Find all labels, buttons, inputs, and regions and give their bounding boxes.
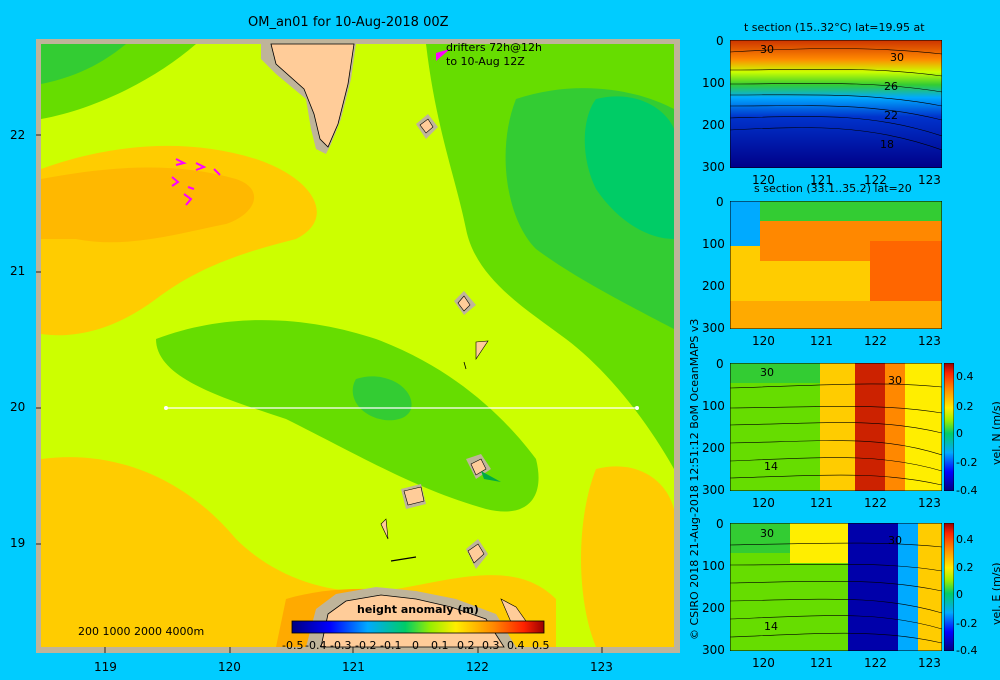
colorbar-tick: 0.1 xyxy=(431,639,449,652)
vel-n-colorbar xyxy=(944,363,954,491)
panel-lon-tick: 122 xyxy=(864,656,887,670)
vel-n-cbar-tick: 0.4 xyxy=(956,370,974,383)
vel-n-cbar-tick: -0.4 xyxy=(956,484,978,497)
depth-tick: 0 xyxy=(716,357,724,371)
n-contour-label: 30 xyxy=(760,366,774,379)
colorbar-tick: 0.4 xyxy=(507,639,525,652)
depth-tick: 0 xyxy=(716,34,724,48)
vel-e-cbar-tick: -0.2 xyxy=(956,617,978,630)
depth-tick: 200 xyxy=(702,118,725,132)
panel-lon-tick: 120 xyxy=(752,334,775,348)
t-contour-label: 30 xyxy=(890,51,904,64)
lat-tick-label: 19 xyxy=(10,536,26,550)
depth-tick: 0 xyxy=(716,517,724,531)
lon-tick-label: 121 xyxy=(342,660,365,674)
colorbar-tick: 0 xyxy=(412,639,419,652)
panel-lon-tick: 121 xyxy=(810,496,833,510)
e-contour-label: 30 xyxy=(888,534,902,547)
depth-tick: 0 xyxy=(716,195,724,209)
panel-lon-tick: 122 xyxy=(864,173,887,187)
vel-n-cbar-tick: -0.2 xyxy=(956,456,978,469)
s-section-title: s section (33.1..35.2) lat=20 xyxy=(754,182,912,195)
vel-e-cbar-tick: 0.2 xyxy=(956,561,974,574)
colorbar-tick: -0.5 xyxy=(282,639,304,652)
panel-lon-tick: 123 xyxy=(918,656,941,670)
panel-lon-tick: 123 xyxy=(918,173,941,187)
vel-e-colorbar xyxy=(944,523,954,651)
colorbar-tick: -0.3 xyxy=(330,639,352,652)
depth-tick: 100 xyxy=(702,237,725,251)
panel-lon-tick: 121 xyxy=(810,656,833,670)
t-contour-label: 30 xyxy=(760,43,774,56)
depth-tick: 100 xyxy=(702,76,725,90)
depth-legend: 200 1000 2000 4000m xyxy=(78,625,205,638)
height-anomaly-map xyxy=(36,39,680,653)
credit-text: © CSIRO 2018 21-Aug-2018 12:51:12 BoM Oc… xyxy=(688,318,701,640)
map-title: OM_an01 for 10-Aug-2018 00Z xyxy=(248,15,449,30)
panel-lon-tick: 120 xyxy=(752,496,775,510)
vel-e-cbar-tick: 0 xyxy=(956,588,963,601)
lon-tick-label: 119 xyxy=(94,660,117,674)
vel-n-cbar-tick: 0.2 xyxy=(956,400,974,413)
vel-n-cbar-label: vel. N (m/s) xyxy=(990,401,1000,465)
colorbar-tick: -0.1 xyxy=(380,639,402,652)
vel-e-cbar-tick: 0.4 xyxy=(956,533,974,546)
panel-lon-tick: 123 xyxy=(918,334,941,348)
t-contour-label: 22 xyxy=(884,109,898,122)
panel-lon-tick: 123 xyxy=(918,496,941,510)
lat-tick-label: 20 xyxy=(10,400,26,414)
depth-tick: 100 xyxy=(702,399,725,413)
e-contour-label: 30 xyxy=(760,527,774,540)
colorbar-tick: -0.2 xyxy=(355,639,377,652)
panel-lon-tick: 122 xyxy=(864,334,887,348)
t-section-title: t section (15..32°C) lat=19.95 at xyxy=(744,21,925,34)
lat-tick-label: 21 xyxy=(10,264,26,278)
n-contour-label: 14 xyxy=(764,460,778,473)
t-contour-label: 18 xyxy=(880,138,894,151)
depth-tick: 100 xyxy=(702,559,725,573)
depth-tick: 300 xyxy=(702,483,725,497)
colorbar-tick: 0.5 xyxy=(532,639,550,652)
vel-e-cbar-tick: -0.4 xyxy=(956,644,978,657)
drifters-label-1: drifters 72h@12h xyxy=(446,41,543,54)
colorbar-tick: -0.4 xyxy=(305,639,327,652)
panel-lon-tick: 122 xyxy=(864,496,887,510)
vel-n-cbar-tick: 0 xyxy=(956,427,963,440)
vel-e-cbar-label: vel. E (m/s) xyxy=(990,562,1000,625)
depth-tick: 200 xyxy=(702,601,725,615)
lon-tick-label: 120 xyxy=(218,660,241,674)
drifters-label-2: to 10-Aug 12Z xyxy=(446,55,525,68)
lat-tick-label: 22 xyxy=(10,128,26,142)
t-contour-label: 26 xyxy=(884,80,898,93)
s-section-panel xyxy=(730,201,942,329)
depth-tick: 200 xyxy=(702,279,725,293)
depth-tick: 200 xyxy=(702,441,725,455)
panel-lon-tick: 120 xyxy=(752,173,775,187)
e-contour-label: 14 xyxy=(764,620,778,633)
n-contour-label: 30 xyxy=(888,374,902,387)
panel-lon-tick: 120 xyxy=(752,656,775,670)
panel-lon-tick: 121 xyxy=(810,334,833,348)
t-section-panel xyxy=(730,40,942,168)
colorbar-tick: 0.2 xyxy=(457,639,475,652)
vel-n-panel xyxy=(730,363,942,491)
lon-tick-label: 123 xyxy=(590,660,613,674)
depth-tick: 300 xyxy=(702,321,725,335)
depth-tick: 300 xyxy=(702,160,725,174)
colorbar-title: height anomaly (m) xyxy=(357,603,479,616)
colorbar-tick: 0.3 xyxy=(482,639,500,652)
panel-lon-tick: 121 xyxy=(810,173,833,187)
depth-tick: 300 xyxy=(702,643,725,657)
lon-tick-label: 122 xyxy=(466,660,489,674)
vel-e-panel xyxy=(730,523,942,651)
